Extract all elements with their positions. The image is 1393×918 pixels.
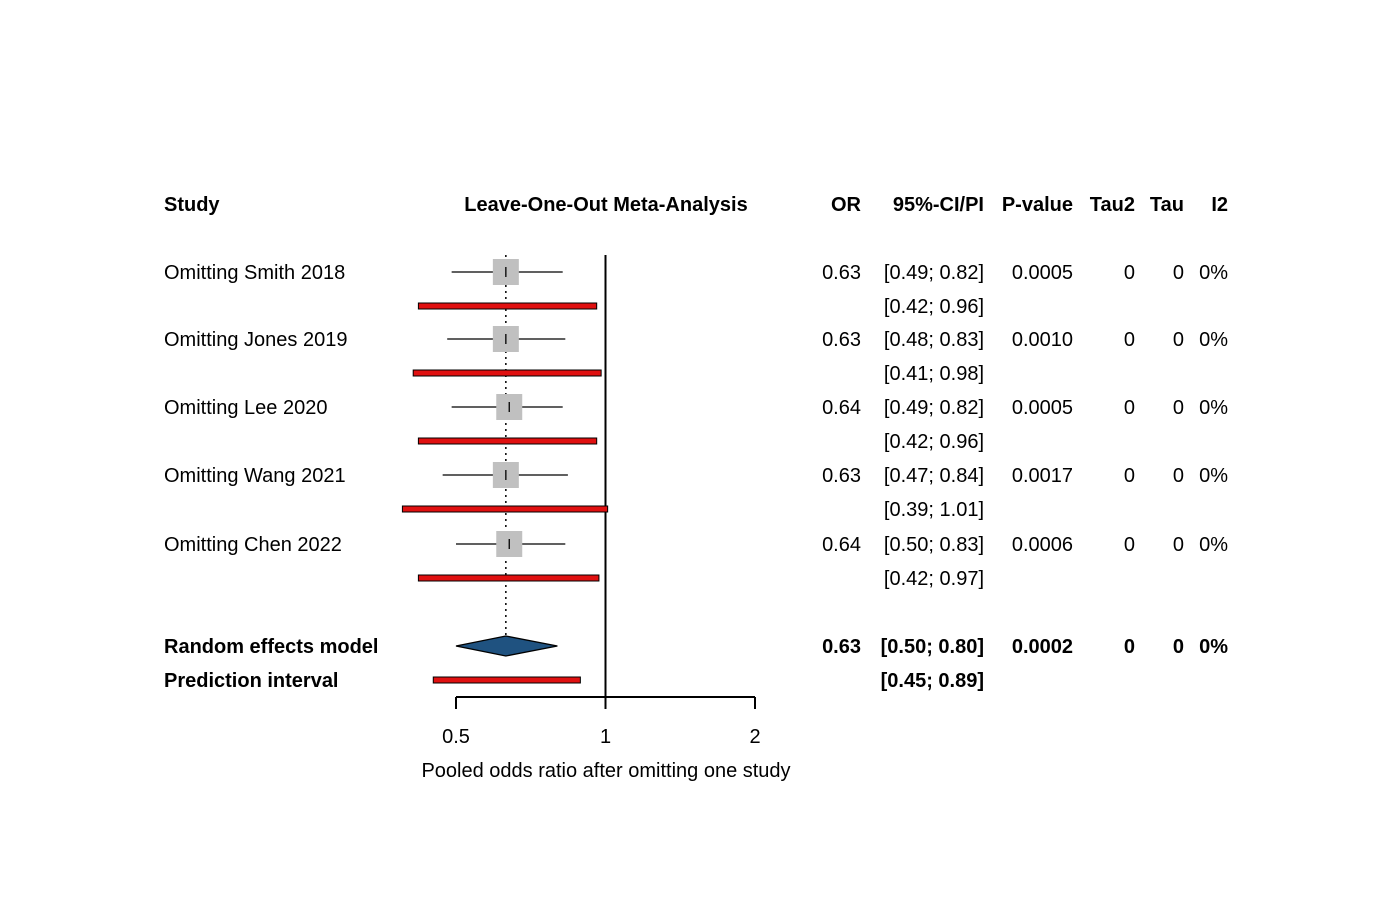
study-i2: 0%	[1199, 465, 1228, 487]
header-pvalue: P-value	[1002, 194, 1073, 216]
study-ci: [0.50; 0.83]	[884, 534, 984, 556]
study-pvalue: 0.0010	[1012, 329, 1073, 351]
prediction-interval-bar	[432, 676, 581, 684]
study-i2: 0%	[1199, 397, 1228, 419]
study-label: Omitting Chen 2022	[164, 534, 342, 556]
study-ci: [0.49; 0.82]	[884, 397, 984, 419]
pooled-pvalue: 0.0002	[1012, 636, 1073, 658]
study-label: Omitting Smith 2018	[164, 262, 345, 284]
header-tau2: Tau2	[1090, 194, 1135, 216]
study-i2: 0%	[1199, 329, 1228, 351]
study-tau2: 0	[1124, 465, 1135, 487]
chart-marks: Omitting Smith 2018 0.63 [0.49; 0.82] 0.000…	[164, 255, 1228, 748]
study-prediction-bar	[417, 302, 598, 310]
study-label: Omitting Lee 2020	[164, 397, 327, 419]
pooled-diamond	[455, 635, 558, 657]
study-i2: 0%	[1199, 262, 1228, 284]
study-or: 0.64	[822, 534, 861, 556]
x-tick-label: 2	[749, 726, 760, 748]
study-pi: [0.39; 1.01]	[884, 499, 984, 521]
study-pi: [0.42; 0.96]	[884, 431, 984, 453]
study-pi: [0.42; 0.97]	[884, 568, 984, 590]
study-tau2: 0	[1124, 262, 1135, 284]
study-ci: [0.49; 0.82]	[884, 262, 984, 284]
study-prediction-bar	[417, 574, 600, 582]
study-prediction-bar	[401, 505, 609, 513]
prediction-label: Prediction interval	[164, 670, 339, 692]
pooled-label: Random effects model	[164, 636, 378, 658]
study-tau: 0	[1173, 534, 1184, 556]
study-tau: 0	[1173, 397, 1184, 419]
pooled-tau2: 0	[1124, 636, 1135, 658]
study-ci: [0.47; 0.84]	[884, 465, 984, 487]
study-i2: 0%	[1199, 534, 1228, 556]
pooled-ci: [0.50; 0.80]	[881, 636, 984, 658]
study-or: 0.63	[822, 329, 861, 351]
header-or: OR	[831, 194, 862, 216]
header-ci: 95%-CI/PI	[893, 194, 984, 216]
prediction-pi: [0.45; 0.89]	[881, 670, 984, 692]
study-pi: [0.41; 0.98]	[884, 363, 984, 385]
header-i2: I2	[1211, 194, 1228, 216]
header-tau: Tau	[1150, 194, 1184, 216]
pooled-i2: 0%	[1199, 636, 1228, 658]
study-pvalue: 0.0017	[1012, 465, 1073, 487]
study-pvalue: 0.0005	[1012, 262, 1073, 284]
header-study: Study	[164, 194, 220, 216]
study-ci: [0.48; 0.83]	[884, 329, 984, 351]
study-tau: 0	[1173, 465, 1184, 487]
study-prediction-bar	[417, 437, 598, 445]
study-or: 0.64	[822, 397, 861, 419]
study-pi: [0.42; 0.96]	[884, 296, 984, 318]
study-tau2: 0	[1124, 329, 1135, 351]
study-tau2: 0	[1124, 397, 1135, 419]
study-pvalue: 0.0005	[1012, 397, 1073, 419]
x-tick-label: 1	[600, 726, 611, 748]
x-axis-label: Pooled odds ratio after omitting one stu…	[421, 760, 790, 782]
study-tau2: 0	[1124, 534, 1135, 556]
study-pvalue: 0.0006	[1012, 534, 1073, 556]
pooled-or: 0.63	[822, 636, 861, 658]
study-tau: 0	[1173, 262, 1184, 284]
pooled-tau: 0	[1173, 636, 1184, 658]
study-label: Omitting Wang 2021	[164, 465, 346, 487]
study-or: 0.63	[822, 262, 861, 284]
study-tau: 0	[1173, 329, 1184, 351]
study-or: 0.63	[822, 465, 861, 487]
study-label: Omitting Jones 2019	[164, 329, 347, 351]
chart-title: Leave-One-Out Meta-Analysis	[464, 194, 747, 216]
x-tick-label: 0.5	[442, 726, 470, 748]
study-prediction-bar	[412, 369, 602, 377]
